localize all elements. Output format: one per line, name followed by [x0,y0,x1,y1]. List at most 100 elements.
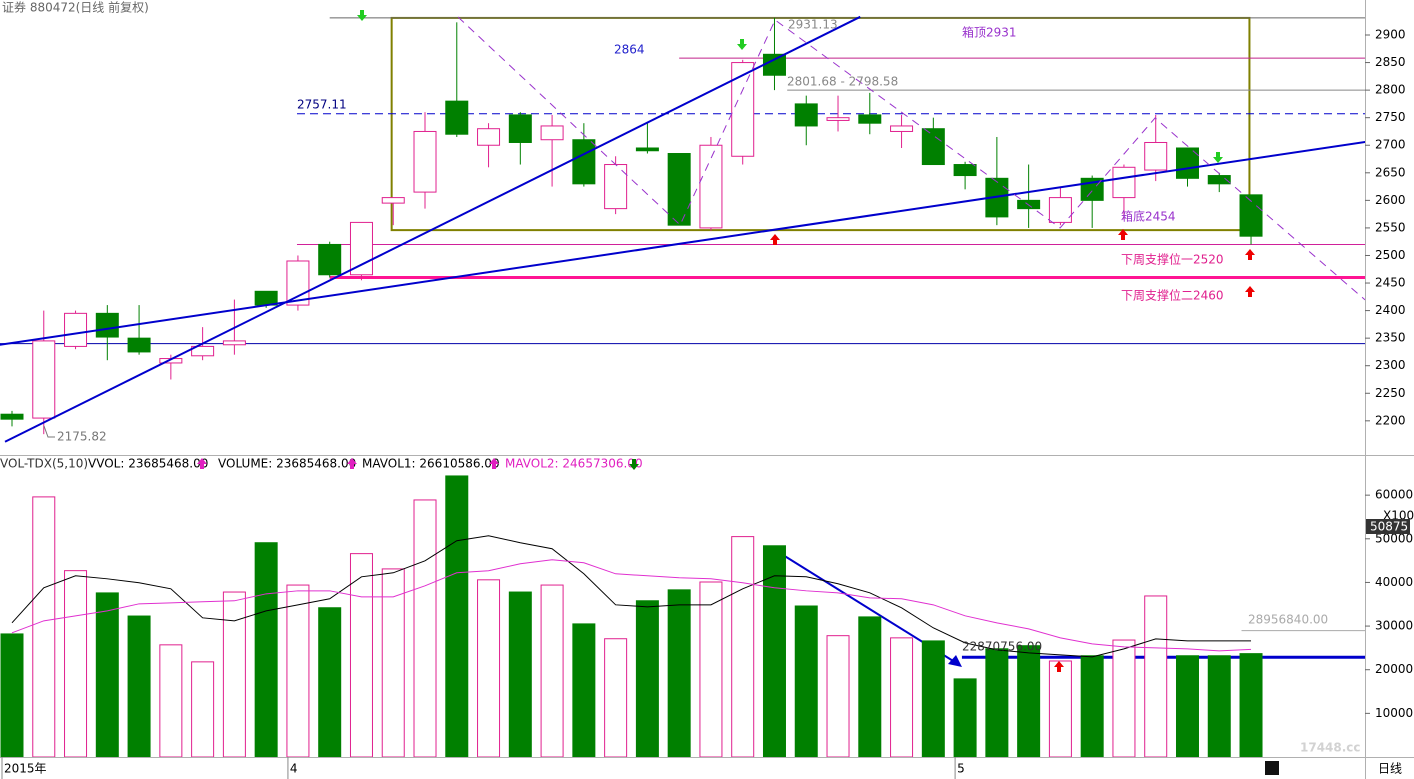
indicator-header: MAVOL1: 26610586.00 [362,457,500,471]
annotation: 下周支撑位二2460 [1121,288,1224,303]
volume-bar [508,591,532,757]
volume-bar [1239,653,1263,757]
y-tick-label: 2750 [1375,110,1406,124]
volume-bar [1048,660,1072,757]
volume-bar [604,638,628,757]
candle-body [1144,141,1168,171]
volume-bar [1207,655,1231,757]
price-panel [0,15,1365,443]
watermark: 17448.cc [1300,741,1361,755]
candle-body [1175,147,1199,179]
candle-body [95,312,119,338]
annotation: 2757.11 [297,98,347,112]
y-tick-label: 2650 [1375,165,1406,179]
y-tick-label: 2500 [1375,248,1406,262]
candle-body [1112,166,1136,199]
volume-bar [1175,655,1199,757]
volume-bar [413,499,437,757]
axes: 2200 2250 2300 2350 2400 2450 2500 2550 2600 2650… [1,28,1414,779]
annotation: 2175.82 [57,430,107,444]
annotation-leader [43,425,55,438]
volume-bar [572,623,596,757]
volume-bar [540,584,564,757]
x-tick-label: 2015年 [4,762,47,776]
arrow-icon [1054,661,1064,672]
candle-body [222,340,246,346]
volume-bar [445,475,469,757]
arrow-icon [347,458,357,469]
candle-body [1239,194,1263,237]
candle-body [32,340,56,419]
volume-bar [1112,639,1136,757]
volume-bar [985,648,1009,757]
candle-body [413,130,437,193]
candle-body [794,103,818,127]
volume-bar [32,496,56,757]
annotation: 2931.13 [788,18,838,32]
y-tick-label: 2600 [1375,193,1406,207]
candle-body [921,128,945,166]
candle-body [826,117,850,121]
annotation: 28956840.00 [1248,613,1328,627]
y-tick-label: 2550 [1375,220,1406,234]
volume-bar [826,635,850,757]
arrow-icon [737,39,747,50]
indicator-header: VOL-TDX(5,10) [0,457,88,471]
volume-bar [667,589,691,757]
volume-bar [286,584,310,757]
candle-body [477,128,501,146]
candle-body [1207,175,1231,185]
volume-bar [1144,595,1168,757]
volume-bar [858,616,882,757]
trendline [457,16,1365,301]
volume-bar [1017,645,1041,757]
volume-bar [1080,655,1104,757]
trendline [0,140,1365,346]
x-tick-label: 4 [290,762,298,776]
annotation: 2864 [614,43,645,57]
candle-body [191,345,215,357]
candle-body [699,144,723,229]
volume-bar [159,644,183,757]
volume-bar [222,591,246,757]
candle-body [858,114,882,124]
candle-body [540,125,564,141]
ma-line [11,535,1252,658]
x-tick-label: 5 [957,762,965,776]
arrow-icon [489,458,499,469]
candle-body [254,290,278,306]
arrow-icon [197,458,207,469]
x-label: 日线 [1378,762,1402,776]
arrow-icon [1245,249,1255,260]
candle-body [572,139,596,185]
readout: 50875 [1370,520,1408,534]
volume-bar [381,568,405,757]
annotation: 22870756.00 [962,640,1042,654]
chart-title: 证券 880472(日线 前复权) [2,0,149,15]
y-tick-label: 50000 [1375,531,1413,545]
y-tick-label: 2400 [1375,303,1406,317]
volume-bar [127,615,151,757]
candle-body [349,221,373,276]
candle-body [731,62,755,157]
candle-body [381,197,405,204]
candle-body [635,147,659,152]
candle-body [762,53,786,76]
volume-bar [635,600,659,757]
volume-bar [95,592,119,757]
y-tick-label: 2850 [1375,55,1406,69]
y-tick-label: 60000 [1375,488,1413,502]
annotation: 箱底2454 [1121,209,1176,224]
y-tick-label: 2350 [1375,331,1406,345]
volume-bar [921,640,945,757]
candle-body [64,312,88,347]
y-tick-label: 2300 [1375,358,1406,372]
y-tick-label: 40000 [1375,575,1413,589]
arrow-icon [357,10,367,21]
y-tick-label: 30000 [1375,619,1413,633]
volume-bar [318,607,342,757]
candle-body [667,153,691,226]
y-tick-label: 10000 [1375,706,1413,720]
